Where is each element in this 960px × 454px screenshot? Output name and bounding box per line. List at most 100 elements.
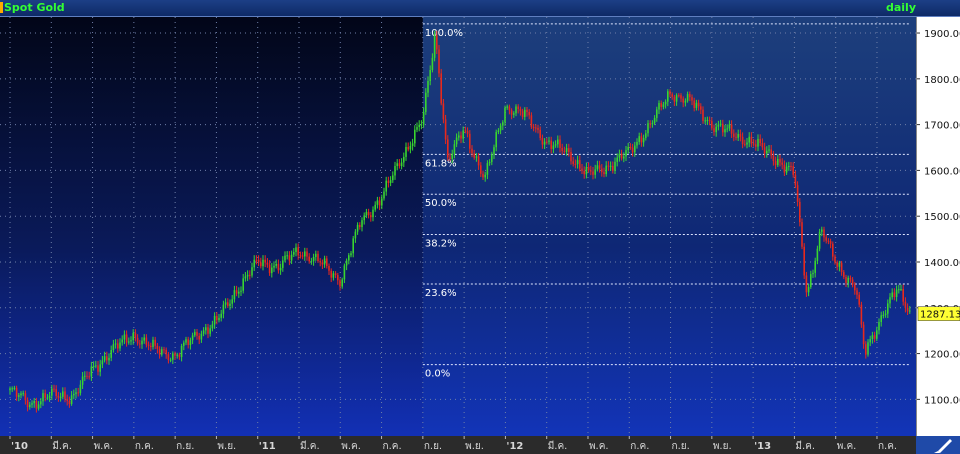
price-candle — [519, 106, 522, 116]
price-candle — [178, 352, 181, 360]
price-candle — [317, 250, 319, 263]
x-axis[interactable]: '10 มี.ค. พ.ค. ก.ค. ก.ย. พ.ย. '11 มี.ค. พ.ค. ก.ค.… — [0, 436, 916, 454]
price-candle — [647, 120, 649, 137]
price-candle — [475, 152, 478, 162]
price-candle — [649, 120, 651, 129]
price-candle — [167, 351, 170, 364]
price-candle — [209, 324, 211, 337]
price-candle — [198, 332, 200, 345]
price-candle — [829, 238, 832, 249]
price-candle — [695, 99, 698, 111]
fibonacci-level-label: 61.8% — [425, 158, 457, 169]
price-candle — [411, 138, 414, 151]
x-tick-label: '12 — [506, 441, 523, 452]
price-candle — [387, 176, 390, 188]
price-candle — [183, 340, 185, 351]
price-candle — [810, 270, 812, 289]
price-candle — [502, 120, 504, 131]
price-candle — [739, 129, 742, 142]
price-candle — [535, 124, 537, 133]
price-candle — [110, 345, 112, 362]
price-candle — [348, 253, 350, 265]
y-axis[interactable]: 1100.001200.001300.001400.001500.001600.… — [916, 17, 960, 436]
price-candle — [832, 241, 834, 261]
price-candle — [299, 251, 302, 259]
price-candle — [449, 153, 451, 162]
last-price-label: 1287.13 — [920, 310, 960, 321]
price-candle — [559, 135, 561, 153]
price-candle — [447, 135, 449, 161]
price-candle — [68, 396, 71, 408]
price-candle — [667, 89, 669, 107]
price-candle — [660, 100, 662, 111]
price-candle — [460, 131, 462, 144]
price-candle — [565, 143, 568, 156]
price-candle — [840, 260, 843, 276]
price-candle — [277, 259, 280, 274]
price-candle — [700, 103, 702, 115]
price-candle — [801, 218, 803, 250]
price-candle — [640, 132, 643, 147]
price-candle — [898, 284, 900, 294]
price-candle — [702, 106, 704, 124]
price-candle — [763, 142, 766, 158]
price-candle — [354, 229, 357, 243]
price-candle — [594, 164, 596, 179]
price-candle — [570, 147, 572, 165]
y-tick-label: 1200.00 — [924, 350, 960, 361]
price-candle — [253, 255, 255, 271]
x-tick-label: '10 — [11, 441, 28, 452]
price-candle — [436, 30, 438, 55]
price-candle — [816, 245, 819, 265]
price-candle — [251, 262, 253, 278]
price-candle — [642, 134, 645, 147]
fibonacci-level-label: 100.0% — [425, 28, 463, 39]
price-candle — [827, 238, 830, 245]
price-candle — [275, 259, 277, 269]
price-candle — [691, 94, 693, 106]
price-candle — [579, 155, 581, 172]
price-candle — [618, 149, 621, 162]
price-candle — [246, 270, 249, 281]
price-candle — [788, 161, 790, 171]
price-candle — [282, 256, 284, 272]
price-candle — [62, 387, 64, 400]
price-candle — [477, 153, 480, 170]
price-candle — [744, 139, 746, 147]
price-candle — [189, 337, 192, 350]
price-candle — [634, 141, 636, 157]
price-candle — [125, 330, 128, 347]
fibonacci-level-label: 23.6% — [425, 288, 457, 299]
x-tick-label: พ.ย. — [465, 441, 484, 452]
price-candle — [563, 146, 566, 154]
price-candle — [713, 124, 715, 136]
price-candle — [416, 122, 418, 133]
price-candle — [513, 111, 515, 118]
price-candle — [429, 65, 431, 86]
price-candle — [508, 104, 511, 115]
y-tick-label: 1500.00 — [924, 212, 960, 223]
price-candle — [854, 282, 856, 295]
price-candle — [90, 361, 93, 382]
price-candle — [79, 380, 82, 396]
price-candle — [752, 139, 755, 147]
price-candle — [187, 336, 189, 349]
price-candle — [101, 355, 104, 369]
price-candle — [592, 166, 594, 180]
price-candle — [418, 120, 420, 132]
price-candle — [818, 228, 821, 252]
period-label[interactable]: daily — [885, 1, 916, 14]
price-candle — [301, 251, 304, 260]
price-candle — [625, 146, 627, 161]
price-candle — [598, 160, 601, 173]
price-candle — [906, 303, 909, 315]
y-tick-label: 1700.00 — [924, 121, 960, 132]
price-candle — [66, 394, 68, 406]
price-candle — [836, 260, 838, 271]
price-candle — [629, 143, 632, 150]
price-candle — [631, 143, 634, 157]
plot-area[interactable]: 100.0% 61.8% 50.0% 38.2% 23.6% 0.0% — [0, 17, 916, 436]
axis-corner[interactable] — [916, 436, 960, 454]
price-candle — [807, 283, 810, 297]
price-candle — [783, 160, 786, 177]
